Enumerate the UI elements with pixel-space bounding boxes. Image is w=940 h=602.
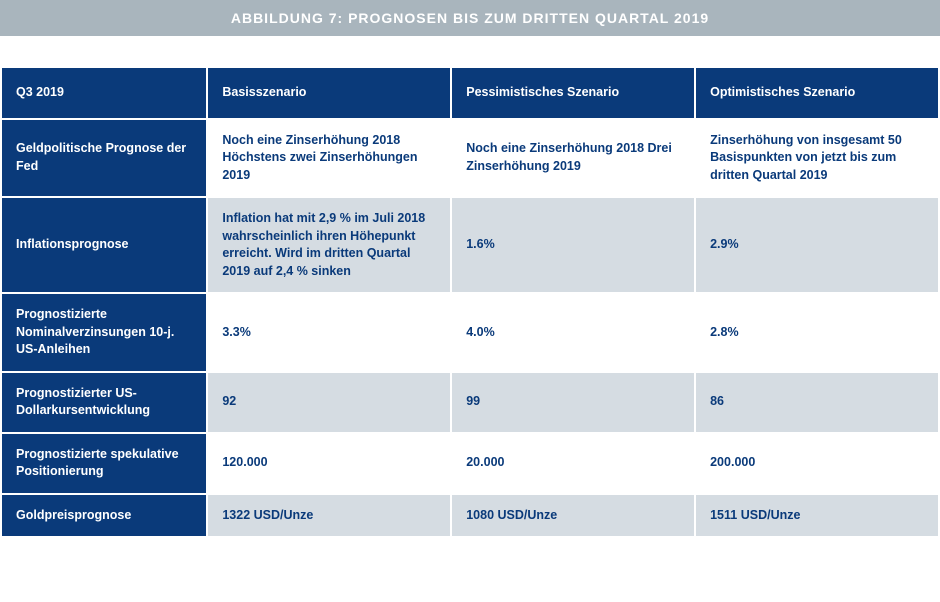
cell-base: Inflation hat mit 2,9 % im Juli 2018 wah… bbox=[207, 197, 451, 293]
cell-base: 1322 USD/Unze bbox=[207, 494, 451, 538]
table-row: Prognostizierte spekulative Positionieru… bbox=[1, 433, 939, 494]
table-body: Geldpolitische Prognose der Fed Noch ein… bbox=[1, 119, 939, 538]
cell-pessimistic: 20.000 bbox=[451, 433, 695, 494]
figure-title: ABBILDUNG 7: PROGNOSEN BIS ZUM DRITTEN Q… bbox=[0, 0, 940, 36]
cell-base: 120.000 bbox=[207, 433, 451, 494]
row-label: Prognostizierte spekulative Positionieru… bbox=[1, 433, 207, 494]
row-label: Geldpolitische Prognose der Fed bbox=[1, 119, 207, 198]
table-row: Geldpolitische Prognose der Fed Noch ein… bbox=[1, 119, 939, 198]
row-label: Goldpreisprognose bbox=[1, 494, 207, 538]
table-row: Goldpreisprognose 1322 USD/Unze 1080 USD… bbox=[1, 494, 939, 538]
cell-base: 3.3% bbox=[207, 293, 451, 372]
cell-optimistic: 2.9% bbox=[695, 197, 939, 293]
table-header-row: Q3 2019 Basisszenario Pessimistisches Sz… bbox=[1, 67, 939, 119]
col-header-optimistic: Optimistisches Szenario bbox=[695, 67, 939, 119]
cell-optimistic: 86 bbox=[695, 372, 939, 433]
cell-base: Noch eine Zinserhöhung 2018 Höchstens zw… bbox=[207, 119, 451, 198]
spacer bbox=[0, 36, 940, 66]
col-header-period: Q3 2019 bbox=[1, 67, 207, 119]
cell-optimistic: 200.000 bbox=[695, 433, 939, 494]
cell-optimistic: Zinserhöhung von insgesamt 50 Basispunkt… bbox=[695, 119, 939, 198]
table-row: Inflationsprognose Inflation hat mit 2,9… bbox=[1, 197, 939, 293]
col-header-base: Basisszenario bbox=[207, 67, 451, 119]
cell-pessimistic: 4.0% bbox=[451, 293, 695, 372]
cell-pessimistic: 1080 USD/Unze bbox=[451, 494, 695, 538]
row-label: Prognostizierte Nominalverzinsungen 10-j… bbox=[1, 293, 207, 372]
cell-pessimistic: Noch eine Zinserhöhung 2018 Drei Zinserh… bbox=[451, 119, 695, 198]
cell-pessimistic: 99 bbox=[451, 372, 695, 433]
row-label: Prognostizierter US-Dollarkursentwicklun… bbox=[1, 372, 207, 433]
row-label: Inflationsprognose bbox=[1, 197, 207, 293]
col-header-pessimistic: Pessimistisches Szenario bbox=[451, 67, 695, 119]
table-row: Prognostizierte Nominalverzinsungen 10-j… bbox=[1, 293, 939, 372]
cell-pessimistic: 1.6% bbox=[451, 197, 695, 293]
cell-optimistic: 2.8% bbox=[695, 293, 939, 372]
table-row: Prognostizierter US-Dollarkursentwicklun… bbox=[1, 372, 939, 433]
forecast-table: Q3 2019 Basisszenario Pessimistisches Sz… bbox=[0, 66, 940, 538]
cell-base: 92 bbox=[207, 372, 451, 433]
cell-optimistic: 1511 USD/Unze bbox=[695, 494, 939, 538]
